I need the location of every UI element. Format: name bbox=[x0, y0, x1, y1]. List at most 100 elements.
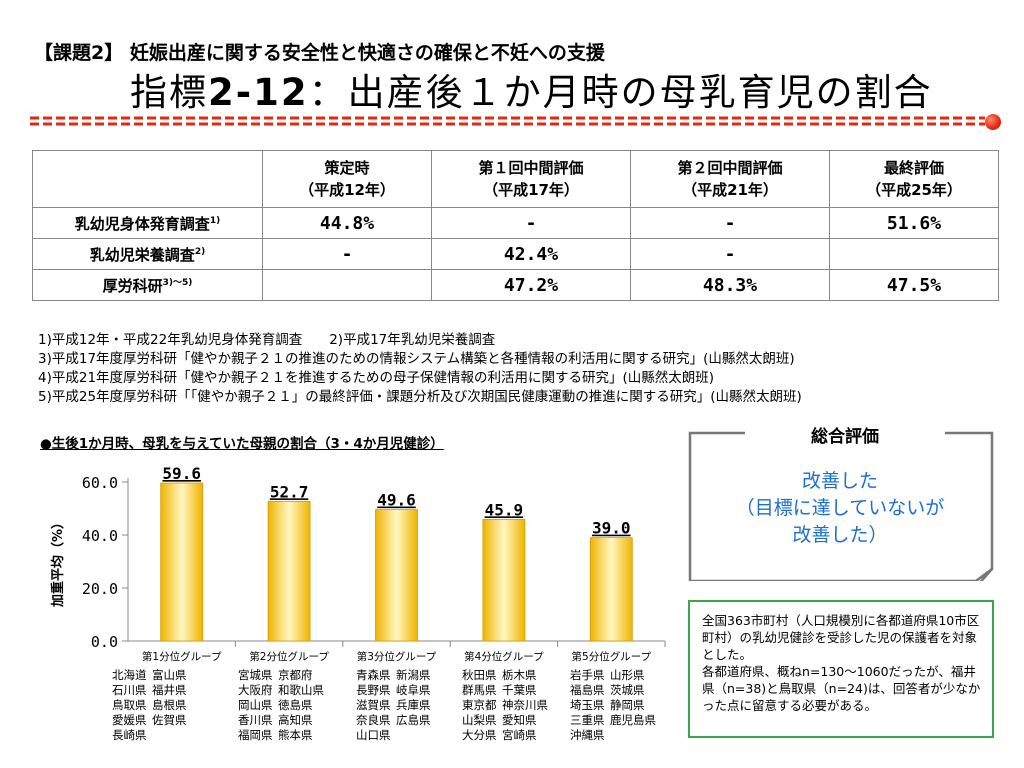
prefecture-name: 千葉県 bbox=[502, 683, 537, 697]
prefecture-name: 静岡県 bbox=[610, 698, 645, 712]
table-row: 厚労科研3)～5) 47.2% 48.3% 47.5% bbox=[32, 269, 999, 301]
bar-chart: 加重平均（%） 0.0 20.0 40.0 60.0 59.6 第1分位グループ 52.7 第2… bbox=[50, 464, 666, 663]
prefecture-column: 北海道 石川県 鳥取県 愛媛県 長崎県 bbox=[112, 668, 147, 743]
table-header-row: 策定時 （平成12年） 第１回中間評価 （平成17年） 第２回中間評価 （平成21年）… bbox=[32, 150, 999, 208]
table-cell: 48.3% bbox=[630, 269, 830, 301]
evaluation-line: 改善した bbox=[801, 470, 878, 492]
table-cell: - bbox=[431, 207, 631, 239]
prefecture-name: 山形県 bbox=[610, 668, 645, 682]
prefecture-name: 京都府 bbox=[278, 668, 313, 682]
bar bbox=[482, 518, 526, 642]
table-header-cell: 第１回中間評価 （平成17年） bbox=[431, 150, 631, 208]
prefecture-name: 宮城県 bbox=[238, 668, 273, 682]
table-header-cell: 第２回中間評価 （平成21年） bbox=[630, 150, 830, 208]
x-category-label: 第5分位グループ bbox=[572, 650, 652, 663]
slide-subtitle: 【課題2】 妊娠出産に関する安全性と快適さの確保と不妊への支援 bbox=[34, 42, 605, 64]
bar-value-label: 49.6 bbox=[377, 491, 416, 510]
prefecture-column: 青森県 長野県 滋賀県 奈良県 山口県 bbox=[356, 668, 391, 743]
y-axis-label: 加重平均（%） bbox=[50, 516, 66, 608]
footnote: 5)平成25年度厚労科研「「健やか親子２１」の最終評価・課題分析及び次期国民健康… bbox=[38, 389, 802, 405]
prefecture-column: 宮城県 大阪府 岡山県 香川県 福岡県 bbox=[238, 668, 273, 743]
prefecture-name: 熊本県 bbox=[278, 728, 313, 742]
prefecture-column: 山形県 茨城県 静岡県 鹿児島県 bbox=[610, 668, 656, 728]
prefecture-name: 奈良県 bbox=[356, 713, 391, 727]
x-category-label: 第2分位グループ bbox=[249, 650, 329, 663]
x-category-label: 第3分位グループ bbox=[357, 650, 437, 663]
bar-value-label: 39.0 bbox=[592, 519, 631, 538]
bar bbox=[267, 500, 311, 642]
prefecture-name: 富山県 bbox=[152, 668, 187, 682]
bar-value-label: 59.6 bbox=[162, 464, 201, 483]
y-tick-label: 60.0 bbox=[82, 474, 118, 492]
survey-note: 各都道府県、概ねn=130～1060だったが、福井県（n=38)と鳥取県（n=2… bbox=[702, 664, 981, 713]
prefecture-name: 栃木県 bbox=[502, 668, 537, 682]
prefecture-name: 埼玉県 bbox=[570, 698, 605, 712]
prefecture-name: 長崎県 bbox=[112, 728, 147, 742]
prefecture-column: 岩手県 福島県 埼玉県 三重県 沖縄県 bbox=[570, 668, 605, 743]
prefecture-name: 福井県 bbox=[152, 683, 187, 697]
prefecture-name: 福島県 bbox=[570, 683, 605, 697]
evaluation-title: 総合評価 bbox=[745, 422, 945, 447]
prefecture-name: 長野県 bbox=[356, 683, 391, 697]
table-cell: 47.5% bbox=[829, 269, 999, 301]
table-row: 乳幼児栄養調査2) - 42.4% - bbox=[32, 238, 999, 270]
title-number: 2-12 bbox=[208, 71, 309, 114]
table-cell: 51.6% bbox=[829, 207, 999, 239]
table-cell: 42.4% bbox=[431, 238, 631, 270]
prefecture-name: 高知県 bbox=[278, 713, 313, 727]
prefecture-name: 兵庫県 bbox=[396, 698, 431, 712]
prefecture-name: 鹿児島県 bbox=[610, 713, 656, 727]
prefecture-name: 沖縄県 bbox=[570, 728, 605, 742]
prefecture-name: 愛知県 bbox=[502, 713, 537, 727]
prefecture-name: 新潟県 bbox=[396, 668, 431, 682]
y-tick-label: 40.0 bbox=[82, 527, 118, 545]
footnotes: 1)平成12年・平成22年乳幼児身体発育調査 2)平成17年乳幼児栄養調査 3)… bbox=[38, 331, 802, 407]
prefecture-column: 秋田県 群馬県 東京都 山梨県 大分県 bbox=[462, 668, 497, 743]
evaluation-line: 改善した） bbox=[792, 524, 888, 546]
x-category-label: 第4分位グループ bbox=[464, 650, 544, 663]
prefecture-name: 神奈川県 bbox=[502, 698, 548, 712]
title-prefix: 指標 bbox=[130, 71, 208, 114]
title-divider bbox=[30, 116, 985, 126]
prefecture-name: 愛媛県 bbox=[112, 713, 147, 727]
table-cell: 44.8% bbox=[262, 207, 432, 239]
prefecture-name: 広島県 bbox=[396, 713, 431, 727]
prefecture-name: 青森県 bbox=[356, 668, 391, 682]
prefecture-name: 島根県 bbox=[152, 698, 187, 712]
evaluation-line: （目標に達していないが bbox=[735, 497, 945, 519]
evaluation-result: 改善した （目標に達していないが 改善した） bbox=[700, 468, 980, 549]
title-rest: ：出産後１か月時の母乳育児の割合 bbox=[308, 71, 933, 114]
prefecture-name: 東京都 bbox=[462, 698, 497, 712]
bar bbox=[375, 509, 418, 642]
survey-note-box: 全国363市町村（人口規模別に各都道府県10市区町村）の乳幼児健診を受診した児の… bbox=[688, 600, 994, 738]
table-cell: 47.2% bbox=[431, 269, 631, 301]
table-header-cell: 最終評価 （平成25年） bbox=[829, 150, 999, 208]
table-row: 乳幼児身体発育調査1) 44.8% - - 51.6% bbox=[32, 207, 999, 239]
prefecture-name: 佐賀県 bbox=[152, 713, 187, 727]
y-tick-label: 0.0 bbox=[91, 633, 118, 651]
table-corner-cell bbox=[32, 150, 263, 208]
survey-note: 全国363市町村（人口規模別に各都道府県10市区町村）の乳幼児健診を受診した児の… bbox=[702, 613, 980, 662]
footnote: 3)平成17年度厚労科研「健やか親子２１の推進のための情報システム構築と各種情報… bbox=[38, 351, 795, 367]
prefecture-name: 滋賀県 bbox=[356, 698, 391, 712]
prefecture-name: 石川県 bbox=[112, 683, 147, 697]
prefecture-name: 宮崎県 bbox=[502, 728, 537, 742]
bar-value-label: 52.7 bbox=[270, 482, 309, 501]
row-label: 乳幼児身体発育調査1) bbox=[32, 207, 263, 239]
prefecture-name: 大阪府 bbox=[238, 683, 273, 697]
prefecture-name: 和歌山県 bbox=[278, 683, 324, 697]
prefecture-name: 鳥取県 bbox=[112, 698, 147, 712]
bar bbox=[160, 482, 204, 642]
prefecture-column: 新潟県 岐阜県 兵庫県 広島県 bbox=[396, 668, 431, 728]
prefecture-name: 山梨県 bbox=[462, 713, 497, 727]
footnote: 1)平成12年・平成22年乳幼児身体発育調査 2)平成17年乳幼児栄養調査 bbox=[38, 332, 496, 348]
prefecture-name: 北海道 bbox=[112, 668, 147, 682]
prefecture-column: 富山県 福井県 島根県 佐賀県 bbox=[152, 668, 187, 728]
title-divider-dot bbox=[985, 114, 1001, 130]
table-cell: - bbox=[630, 207, 830, 239]
row-label: 乳幼児栄養調査2) bbox=[32, 238, 263, 270]
bar-value-label: 45.9 bbox=[485, 500, 524, 519]
table-header-cell: 策定時 （平成12年） bbox=[262, 150, 432, 208]
evaluation-callout bbox=[688, 431, 994, 581]
prefecture-name: 大分県 bbox=[462, 728, 497, 742]
